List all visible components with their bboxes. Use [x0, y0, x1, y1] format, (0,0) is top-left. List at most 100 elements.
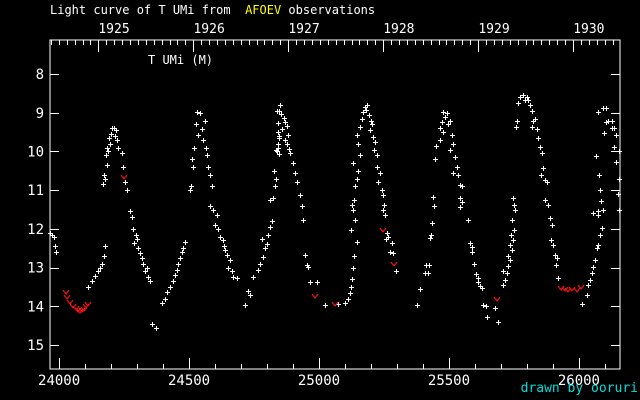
y-tick-label: 9 — [36, 106, 44, 122]
data-point-marker — [431, 195, 436, 200]
data-point-marker — [515, 119, 520, 124]
data-point-marker — [598, 233, 603, 238]
data-point-marker — [323, 303, 328, 308]
data-point-marker — [593, 258, 598, 263]
data-point-marker — [198, 111, 203, 116]
data-point-marker — [279, 112, 284, 117]
data-point-marker — [350, 203, 355, 208]
data-point-marker — [525, 95, 530, 100]
data-point-marker — [481, 303, 486, 308]
data-point-marker — [460, 184, 465, 189]
data-point-marker — [441, 110, 446, 115]
data-point-marker — [277, 152, 282, 157]
data-point-marker — [104, 153, 109, 158]
data-point-marker — [286, 133, 291, 138]
data-point-marker — [602, 131, 607, 136]
upper-limit-marker — [84, 301, 92, 307]
data-point-marker — [376, 180, 381, 185]
data-point-marker — [372, 148, 377, 153]
data-point-marker — [215, 213, 220, 218]
data-point-marker — [351, 161, 356, 166]
data-point-marker — [106, 149, 111, 154]
data-point-marker — [474, 272, 479, 277]
data-point-marker — [303, 253, 308, 258]
data-point-marker — [381, 193, 386, 198]
data-point-marker — [90, 279, 95, 284]
data-point-marker — [433, 157, 438, 162]
data-point-marker — [415, 303, 420, 308]
data-point-marker — [466, 218, 471, 223]
x-tick-label: 25000 — [298, 373, 340, 389]
plot-frame — [49, 39, 621, 370]
year-tick-label: 1929 — [478, 22, 509, 37]
data-point-marker — [429, 233, 434, 238]
data-point-marker — [283, 120, 288, 125]
data-point-marker — [190, 157, 195, 162]
data-point-marker — [511, 196, 516, 201]
data-point-marker — [103, 244, 108, 249]
data-point-marker — [511, 238, 516, 243]
data-point-marker — [171, 279, 176, 284]
data-point-marker — [549, 238, 554, 243]
data-point-marker — [223, 248, 228, 253]
data-point-marker — [96, 269, 101, 274]
data-point-marker — [173, 273, 178, 278]
data-point-marker — [285, 124, 290, 129]
data-point-marker — [440, 120, 445, 125]
data-point-marker — [168, 285, 173, 290]
data-point-marker — [102, 173, 107, 178]
data-point-marker — [134, 233, 139, 238]
data-point-marker — [485, 315, 490, 320]
data-point-marker — [101, 182, 106, 187]
data-point-marker — [103, 177, 108, 182]
data-point-marker — [493, 306, 498, 311]
data-point-marker — [183, 240, 188, 245]
data-point-marker — [108, 142, 113, 147]
data-point-marker — [496, 320, 501, 325]
data-point-marker — [246, 289, 251, 294]
data-point-marker — [131, 227, 136, 232]
data-point-marker — [228, 258, 233, 263]
data-point-marker — [261, 255, 266, 260]
data-point-marker — [221, 238, 226, 243]
data-point-marker — [282, 116, 287, 121]
data-point-marker — [298, 193, 303, 198]
data-point-marker — [346, 297, 351, 302]
y-tick-label: 10 — [27, 144, 44, 160]
x-axis-top: 1925 1926 1927 1928 1929 1930 — [51, 22, 614, 52]
data-point-marker — [276, 121, 281, 126]
credit-text: drawn by ooruri — [520, 381, 638, 396]
upper-limit-marker — [379, 227, 387, 233]
data-point-marker — [285, 142, 290, 147]
data-point-marker — [116, 146, 121, 151]
data-point-marker — [176, 262, 181, 267]
data-point-marker — [218, 235, 223, 240]
data-point-marker — [470, 250, 475, 255]
data-point-marker — [268, 198, 273, 203]
data-point-marker — [540, 151, 545, 156]
data-point-marker — [315, 280, 320, 285]
data-point-marker — [154, 326, 159, 331]
y-tick-label: 8 — [36, 67, 44, 83]
data-point-marker — [585, 293, 590, 298]
data-point-marker — [268, 225, 273, 230]
data-point-marker — [441, 130, 446, 135]
upper-limit-marker — [66, 299, 74, 305]
data-point-marker — [203, 119, 208, 124]
data-point-marker — [165, 290, 170, 295]
data-point-marker — [596, 243, 601, 248]
data-point-marker — [514, 125, 519, 130]
data-point-marker — [612, 126, 617, 131]
data-point-marker — [213, 223, 218, 228]
chart-title-prefix: Light curve of T UMi from — [50, 3, 246, 17]
data-point-marker — [351, 266, 356, 271]
data-point-marker — [513, 208, 518, 213]
data-point-marker — [506, 254, 511, 259]
data-point-marker — [375, 165, 380, 170]
data-point-marker — [188, 188, 193, 193]
data-point-marker — [109, 132, 114, 137]
data-point-marker — [521, 93, 526, 98]
upper-limit-marker — [493, 296, 501, 302]
data-point-marker — [503, 278, 508, 283]
data-point-marker — [115, 138, 120, 143]
